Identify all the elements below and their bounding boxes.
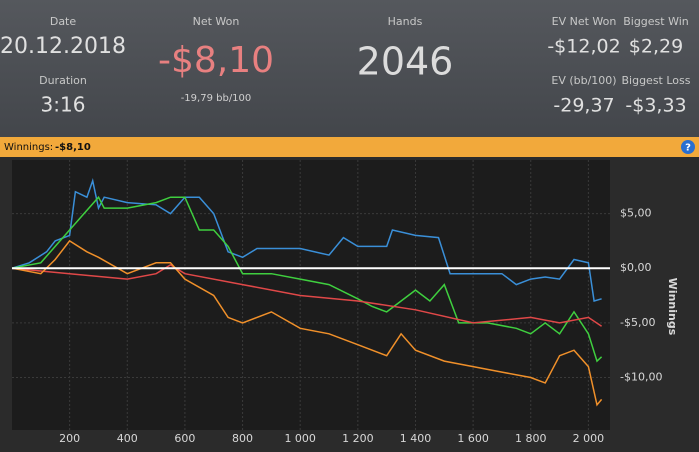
stat-label: EV (bb/100)	[551, 74, 616, 87]
stat-sub: -19,79 bb/100	[181, 93, 252, 104]
stat-value: 2046	[357, 40, 454, 84]
help-icon[interactable]	[681, 140, 695, 154]
bar-value: -$8,10	[55, 142, 91, 153]
y-tick-label: -$10,00	[620, 371, 662, 384]
x-tick-label: 1 400	[400, 432, 432, 445]
header-panel	[0, 0, 699, 137]
stat-value: -29,37	[553, 95, 614, 117]
stat-label: Date	[50, 15, 77, 28]
x-tick-label: 200	[59, 432, 80, 445]
x-tick-label: 800	[232, 432, 253, 445]
x-tick-label: 1 000	[284, 432, 316, 445]
stat-label: Biggest Win	[623, 15, 689, 28]
plot-area	[12, 160, 610, 430]
series-line	[11, 239, 603, 407]
help-icon-text[interactable]: ?	[685, 143, 691, 154]
x-tick-label: 400	[117, 432, 138, 445]
y-tick-label: $0,00	[620, 261, 652, 274]
series-line	[11, 195, 603, 363]
x-tick-label: 600	[174, 432, 195, 445]
x-tick-label: 1 200	[342, 432, 374, 445]
stat-value: 20.12.2018	[0, 34, 126, 59]
stat-value: $2,29	[629, 36, 683, 58]
stat-label: Duration	[39, 74, 87, 87]
title-bar	[0, 137, 699, 157]
stat-value: 3:16	[41, 93, 86, 117]
stat-value: -$8,10	[158, 40, 274, 81]
x-tick-label: 1 600	[457, 432, 489, 445]
stat-label: Biggest Loss	[621, 74, 690, 87]
x-tick-label: 2 000	[573, 432, 605, 445]
stat-value: -$12,02	[547, 36, 620, 58]
series-line	[11, 178, 602, 302]
stat-label: EV Net Won	[552, 15, 617, 28]
stat-value: -$3,33	[625, 95, 686, 117]
bar-label: Winnings:	[4, 142, 53, 153]
series-line	[11, 264, 603, 327]
y-tick-label: $5,00	[620, 207, 652, 220]
stat-label: Net Won	[193, 15, 240, 28]
y-tick-label: -$5,00	[620, 316, 655, 329]
stat-label: Hands	[388, 15, 423, 28]
y-axis-label: Winnings	[666, 278, 679, 336]
x-tick-label: 1 800	[515, 432, 547, 445]
